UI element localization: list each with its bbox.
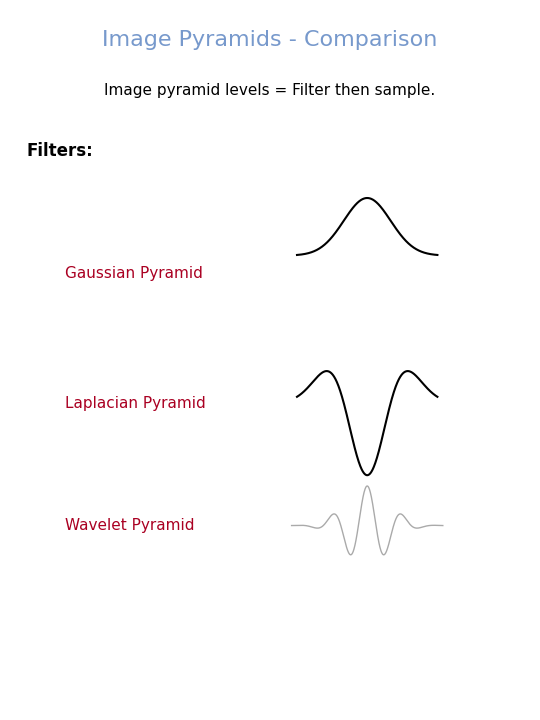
Text: Image Pyramids - Comparison: Image Pyramids - Comparison xyxy=(102,30,438,50)
Text: Gaussian Pyramid: Gaussian Pyramid xyxy=(65,266,202,281)
Text: Laplacian Pyramid: Laplacian Pyramid xyxy=(65,396,206,410)
Text: Filters:: Filters: xyxy=(27,142,94,160)
Text: Wavelet Pyramid: Wavelet Pyramid xyxy=(65,518,194,533)
Text: Image pyramid levels = Filter then sample.: Image pyramid levels = Filter then sampl… xyxy=(104,83,436,97)
